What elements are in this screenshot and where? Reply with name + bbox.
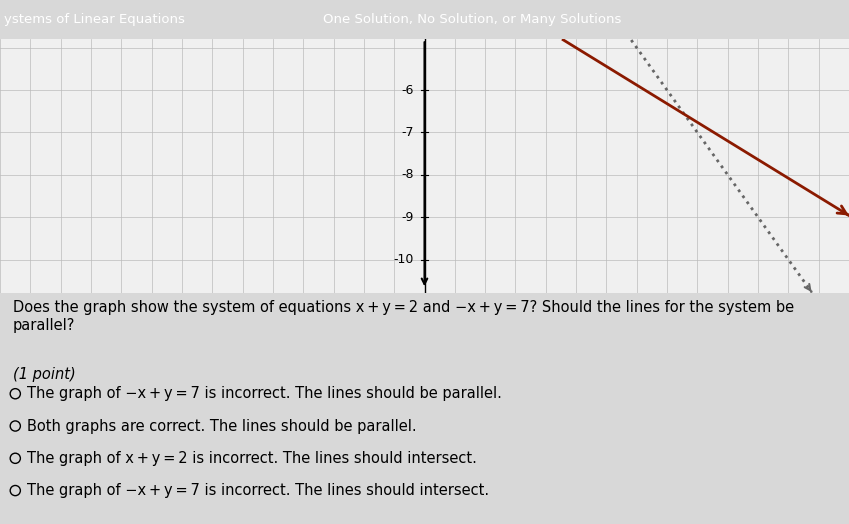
Text: One Solution, No Solution, or Many Solutions: One Solution, No Solution, or Many Solut… — [323, 13, 621, 26]
Text: -8: -8 — [402, 168, 413, 181]
Text: ystems of Linear Equations: ystems of Linear Equations — [4, 13, 185, 26]
Text: (1 point): (1 point) — [13, 367, 76, 382]
Text: -10: -10 — [394, 253, 413, 266]
Text: The graph of x + y = 2 is incorrect. The lines should intersect.: The graph of x + y = 2 is incorrect. The… — [27, 451, 477, 466]
Text: -6: -6 — [402, 84, 413, 96]
Text: The graph of −x + y = 7 is incorrect. The lines should intersect.: The graph of −x + y = 7 is incorrect. Th… — [27, 483, 489, 498]
Text: -7: -7 — [402, 126, 413, 139]
Text: -9: -9 — [402, 211, 413, 224]
Text: Both graphs are correct. The lines should be parallel.: Both graphs are correct. The lines shoul… — [27, 419, 417, 433]
Text: The graph of −x + y = 7 is incorrect. The lines should be parallel.: The graph of −x + y = 7 is incorrect. Th… — [27, 386, 502, 401]
Text: Does the graph show the system of equations x + y = 2 and −x + y = 7? Should the: Does the graph show the system of equati… — [13, 300, 794, 333]
